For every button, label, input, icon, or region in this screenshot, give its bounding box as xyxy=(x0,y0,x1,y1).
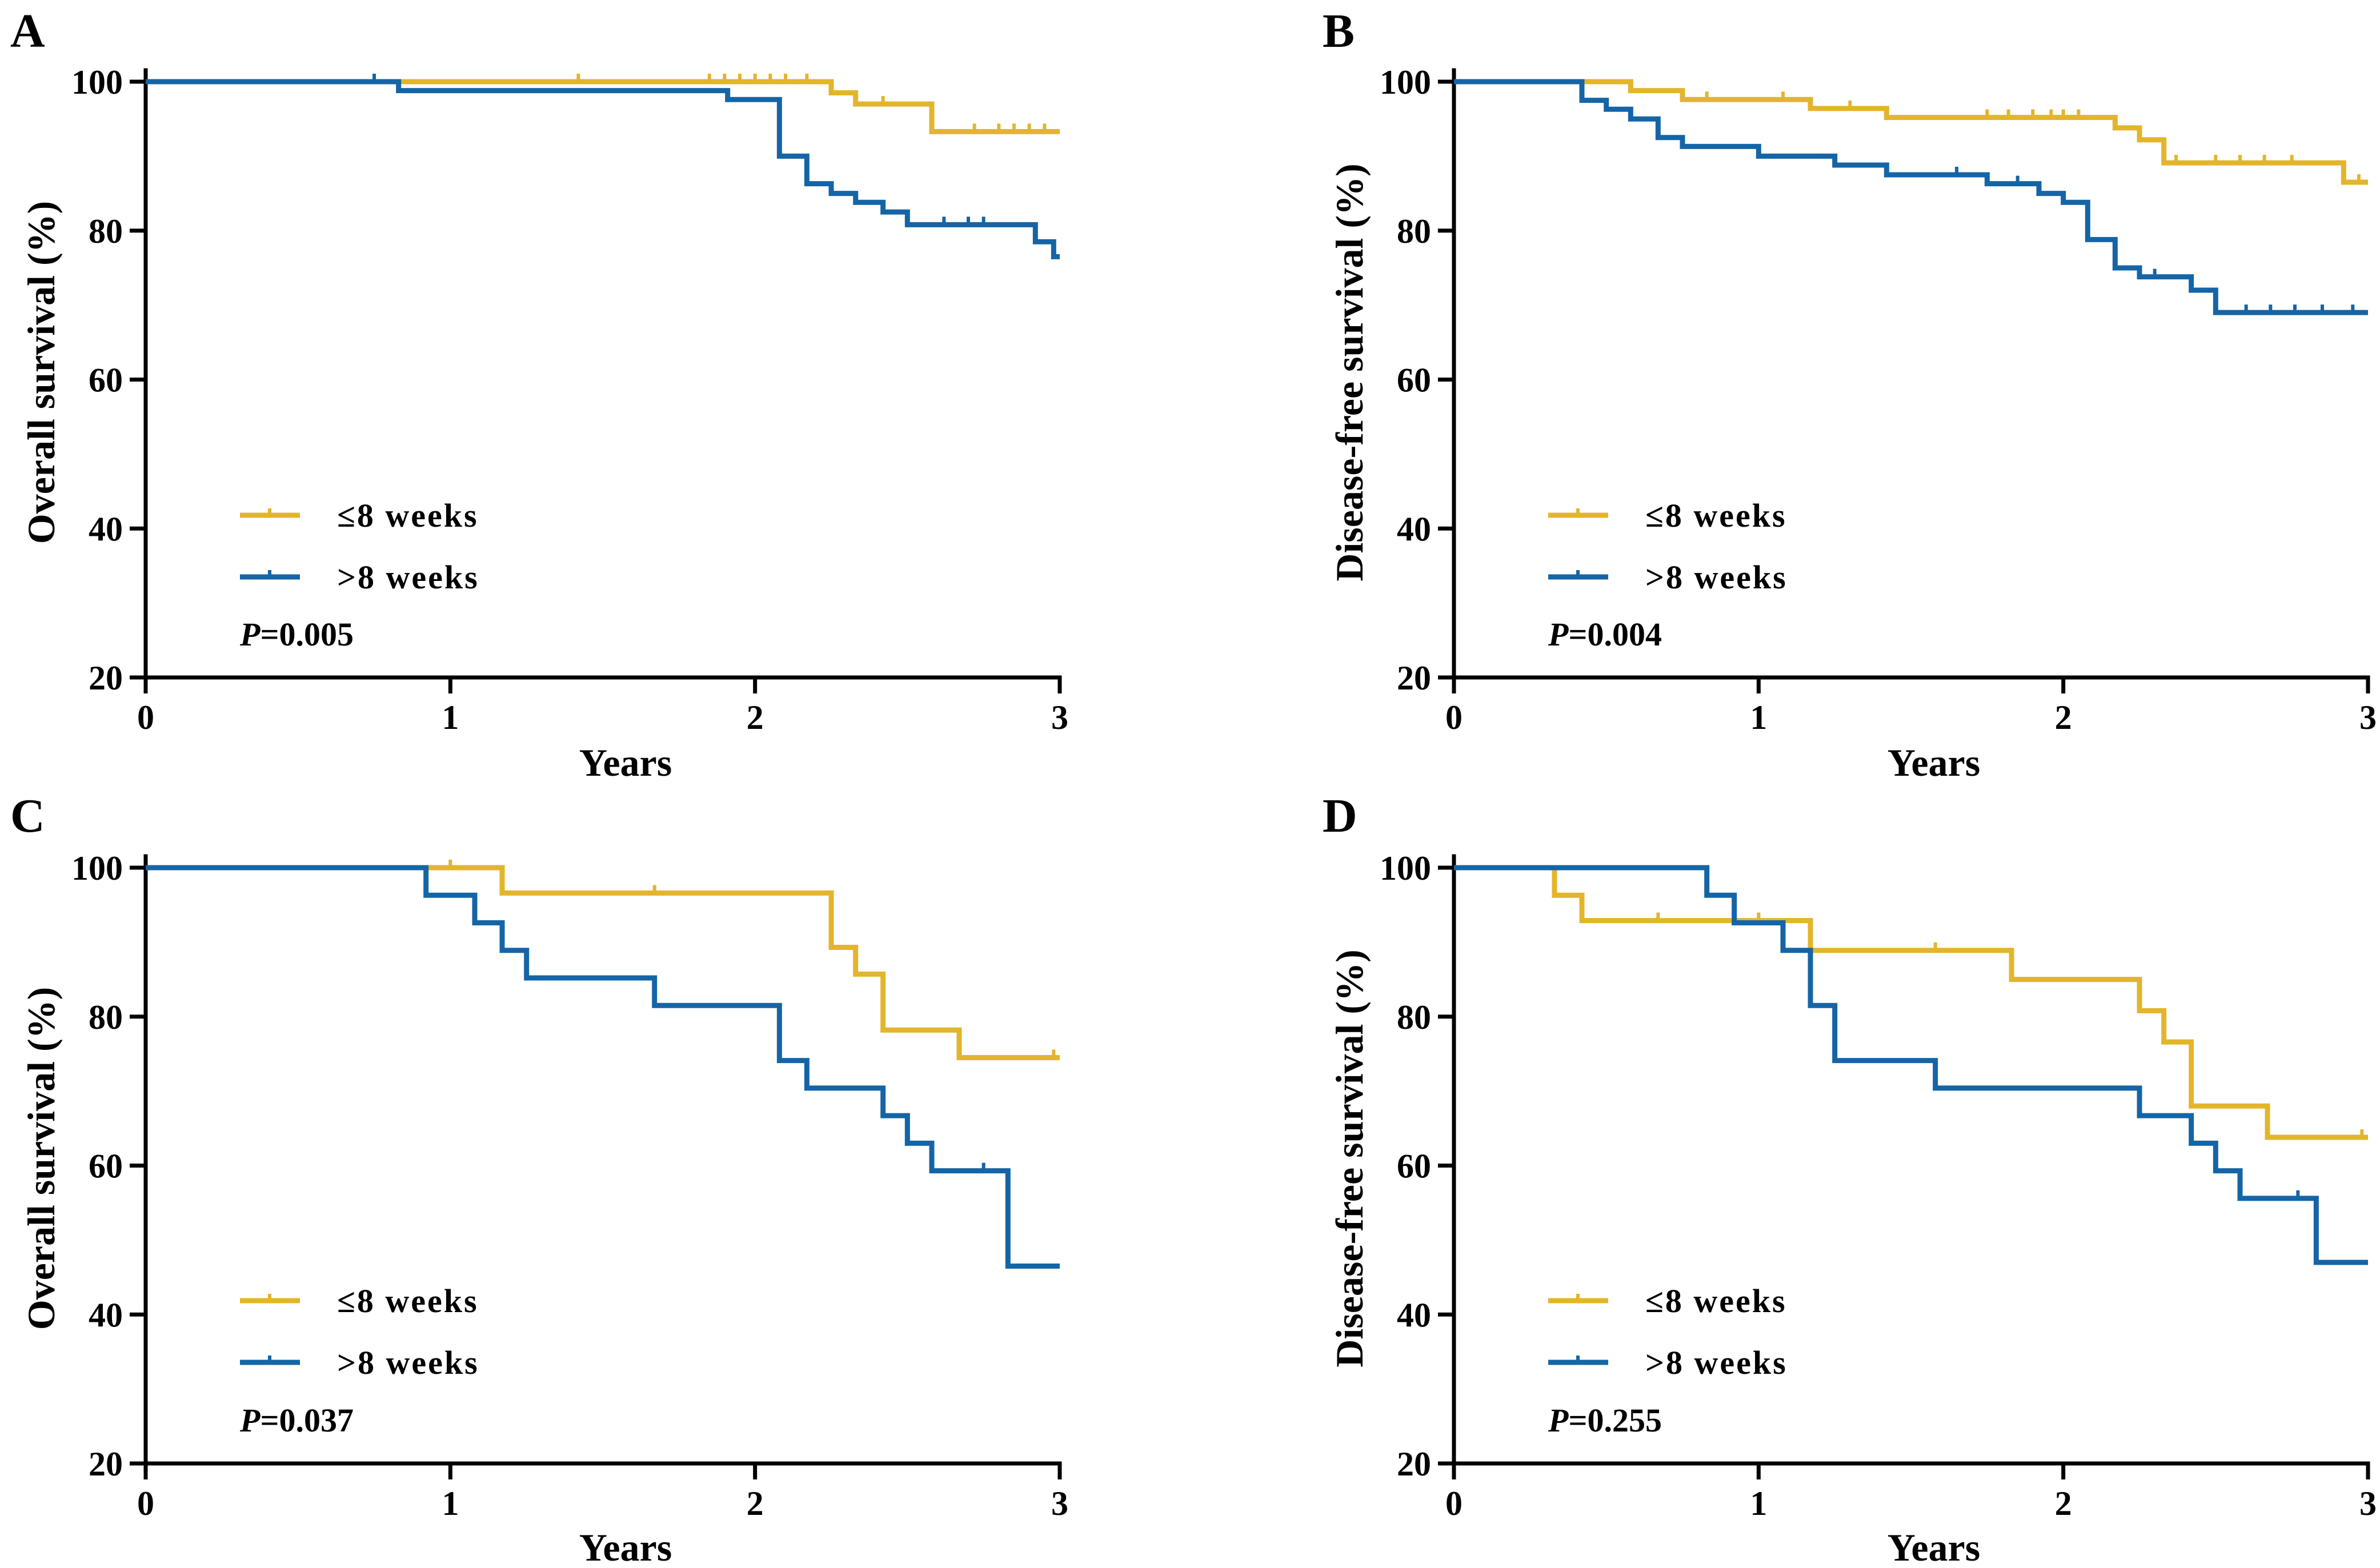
legend-label: ≤8 weeks xyxy=(337,497,479,534)
p-value-number: =0.037 xyxy=(260,1402,354,1439)
y-axis-label: Disease-free survival (%) xyxy=(1328,163,1371,581)
x-axis-label: Years xyxy=(1888,1526,1980,1568)
p-value-symbol: P xyxy=(1548,1402,1569,1439)
x-axis-label: Years xyxy=(1888,741,1980,784)
p-value-number: =0.255 xyxy=(1568,1402,1662,1439)
y-tick-label: 100 xyxy=(71,63,123,101)
p-value-number: =0.004 xyxy=(1568,616,1662,653)
panel-label: D xyxy=(1323,789,1357,843)
survival-curve-gt8-weeks xyxy=(1454,79,2368,315)
y-tick-label: 20 xyxy=(89,1445,123,1483)
panel-b: B 20 40 60 80 100 0 1 2 3 Years Disease-free surviv… xyxy=(1323,5,2377,784)
survival-curve-gt8-weeks xyxy=(1454,865,2368,1265)
x-tick-label: 2 xyxy=(2055,1485,2072,1522)
y-axis-label: Overall survival (%) xyxy=(19,201,63,544)
p-value: P=0.255 xyxy=(1548,1402,1662,1439)
legend-label: >8 weeks xyxy=(337,1344,479,1381)
x-tick-label: 1 xyxy=(442,1485,459,1522)
panel-a: A 20 40 60 80 100 0 1 2 3 Years Overall survival (%… xyxy=(10,5,1068,784)
panel-label: C xyxy=(10,789,45,843)
y-tick-label: 100 xyxy=(1380,849,1431,887)
y-tick-label: 60 xyxy=(89,362,123,399)
legend-label: ≤8 weeks xyxy=(337,1282,479,1320)
x-axis-label: Years xyxy=(579,741,672,784)
legend-label: ≤8 weeks xyxy=(1645,1282,1787,1320)
x-axis-label: Years xyxy=(579,1526,672,1568)
x-tick-label: 0 xyxy=(1445,1485,1463,1522)
y-tick-label: 40 xyxy=(1397,510,1431,548)
x-tick-label: 3 xyxy=(1051,1485,1068,1522)
survival-curve-le8-weeks xyxy=(146,865,1060,1060)
x-tick-label: 1 xyxy=(1750,1485,1767,1522)
legend-label: >8 weeks xyxy=(1645,559,1788,596)
x-tick-label: 2 xyxy=(747,1485,764,1522)
y-tick-label: 60 xyxy=(89,1148,123,1185)
y-tick-label: 80 xyxy=(89,212,123,250)
p-value-symbol: P xyxy=(239,1402,261,1439)
y-tick-label: 20 xyxy=(89,659,123,697)
y-tick-label: 100 xyxy=(71,849,123,887)
p-value: P=0.005 xyxy=(239,616,354,653)
p-value-symbol: P xyxy=(1548,616,1569,653)
legend-label: >8 weeks xyxy=(1645,1344,1788,1381)
panel-c: C 20 40 60 80 100 0 1 2 3 Years Overall survival (%… xyxy=(10,789,1068,1568)
y-tick-label: 80 xyxy=(1397,212,1431,250)
x-tick-label: 0 xyxy=(137,1485,154,1522)
survival-curve-le8-weeks xyxy=(1454,79,2368,185)
y-tick-label: 80 xyxy=(1397,998,1431,1036)
survival-curve-gt8-weeks xyxy=(146,865,1060,1269)
panel-label: A xyxy=(10,5,45,58)
y-tick-label: 60 xyxy=(1397,1148,1431,1185)
y-tick-label: 40 xyxy=(89,1296,123,1334)
x-tick-label: 1 xyxy=(1750,699,1767,736)
p-value-symbol: P xyxy=(239,616,261,653)
x-tick-label: 0 xyxy=(137,699,154,736)
y-tick-label: 40 xyxy=(1397,1296,1431,1334)
y-axis-label: Disease-free survival (%) xyxy=(1328,949,1371,1367)
x-tick-label: 1 xyxy=(442,699,459,736)
survival-curve-gt8-weeks xyxy=(146,79,1060,259)
legend-label: >8 weeks xyxy=(337,559,479,596)
panel-d: D 20 40 60 80 100 0 1 2 3 Years Disease-free surviv… xyxy=(1323,789,2377,1568)
p-value-number: =0.005 xyxy=(260,616,354,653)
y-axis-label: Overall survival (%) xyxy=(19,987,63,1330)
panel-label: B xyxy=(1323,5,1355,58)
y-tick-label: 60 xyxy=(1397,362,1431,399)
y-tick-label: 80 xyxy=(89,998,123,1036)
survival-curve-le8-weeks xyxy=(146,79,1060,134)
x-tick-label: 2 xyxy=(2055,699,2072,736)
y-tick-label: 100 xyxy=(1380,63,1431,101)
x-tick-label: 3 xyxy=(1051,699,1068,736)
legend-label: ≤8 weeks xyxy=(1645,497,1787,534)
p-value: P=0.037 xyxy=(239,1402,354,1439)
x-tick-label: 2 xyxy=(747,699,764,736)
y-tick-label: 20 xyxy=(1397,1445,1431,1483)
x-tick-label: 0 xyxy=(1445,699,1463,736)
x-tick-label: 3 xyxy=(2359,699,2377,736)
x-tick-label: 3 xyxy=(2359,1485,2377,1522)
p-value: P=0.004 xyxy=(1548,616,1662,653)
y-tick-label: 20 xyxy=(1397,659,1431,697)
survival-curve-le8-weeks xyxy=(1454,865,2368,1140)
y-tick-label: 40 xyxy=(89,510,123,548)
